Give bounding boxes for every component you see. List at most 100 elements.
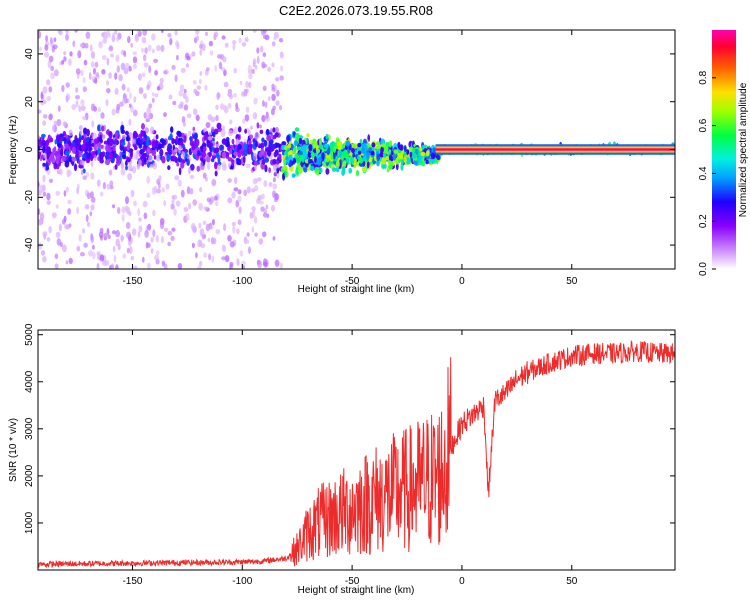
- spectrogram-cell: [229, 119, 233, 125]
- spectrogram-cell: [180, 189, 185, 198]
- spectrogram-cell: [135, 153, 139, 161]
- spectrogram-cell: [178, 167, 182, 176]
- spectrogram-cell: [55, 190, 60, 196]
- spectrogram-cell: [292, 158, 297, 164]
- spectrogram-cell: [99, 152, 104, 160]
- spectrogram-cell: [214, 147, 219, 153]
- spectrogram-cell: [130, 132, 133, 138]
- spectrogram-xtick-label: 0: [459, 276, 465, 287]
- spectrogram-cell: [150, 236, 154, 243]
- spectrogram-cell: [171, 64, 176, 71]
- spectrogram-cell: [200, 243, 206, 249]
- spectrogram-cell: [191, 242, 195, 249]
- spectrogram-cell: [262, 261, 268, 267]
- spectrogram-cell: [286, 159, 290, 165]
- spectrogram-cell: [237, 219, 242, 226]
- spectrogram-cell: [146, 84, 150, 91]
- spectrogram-cell: [123, 50, 127, 57]
- spectrogram-cell: [114, 131, 119, 139]
- spectrogram-cell: [38, 218, 43, 226]
- spectrogram-cell: [276, 163, 280, 169]
- spectrogram-cell: [264, 164, 268, 173]
- spectrogram-cell: [86, 128, 90, 137]
- spectrogram-cell: [220, 103, 225, 111]
- spectrogram-cell: [80, 105, 86, 111]
- spectrogram-cell: [326, 148, 331, 155]
- spectrogram-cell: [163, 70, 168, 75]
- spectrogram-cell: [206, 156, 211, 163]
- spectrogram-cell: [276, 89, 280, 97]
- spectrogram-cell: [136, 163, 141, 170]
- spectrogram-cell: [55, 204, 59, 209]
- spectrogram-cell: [41, 133, 46, 138]
- spectrogram-cell: [119, 101, 124, 107]
- spectrogram-cell: [270, 108, 275, 116]
- spectrogram-cell: [166, 147, 172, 152]
- spectrogram-cell: [140, 129, 144, 138]
- spectrogram-cell: [279, 75, 284, 81]
- spectrogram-cell: [342, 160, 347, 168]
- spectrogram-cell: [178, 90, 183, 97]
- spectrogram-cell: [90, 196, 96, 203]
- spectrogram-cell: [38, 30, 42, 39]
- spectrogram-cell: [221, 138, 227, 145]
- spectrogram-cell: [274, 132, 279, 138]
- spectrogram-cell: [167, 135, 172, 141]
- spectrogram-cell: [259, 45, 264, 53]
- spectrogram-cell: [132, 265, 138, 269]
- spectrogram-cell: [186, 56, 191, 61]
- spectrogram-cell: [98, 41, 103, 49]
- spectrogram-cell: [271, 62, 275, 68]
- spectrogram-cell: [263, 34, 267, 40]
- spectrogram-cell: [202, 172, 207, 179]
- snr-ytick-label: 5000: [24, 323, 35, 346]
- spectrogram-cell: [193, 132, 198, 140]
- spectrogram-cell: [85, 31, 91, 40]
- spectrogram-cell: [368, 157, 373, 163]
- spectrogram-cell: [129, 151, 133, 158]
- spectrogram-cell: [370, 150, 375, 156]
- spectrogram-cell: [138, 217, 142, 222]
- spectrogram-ticks: -150 -100 -50 0 50 -40 -20 0 20 40: [24, 30, 675, 287]
- spectrogram-cell: [357, 150, 362, 155]
- spectrogram-xtick-label: 50: [566, 276, 578, 287]
- spectrogram-cell: [278, 38, 284, 43]
- spectrogram-cell: [46, 152, 50, 160]
- spectrogram-cell: [71, 146, 76, 154]
- spectrogram-cell: [96, 251, 101, 256]
- spectrogram-cell: [54, 253, 59, 260]
- spectrogram-cell: [232, 40, 237, 45]
- spectrogram-cell: [41, 184, 46, 192]
- spectrogram-cell: [310, 151, 315, 158]
- spectrogram-cell: [58, 223, 63, 232]
- spectrogram-cell: [268, 167, 271, 173]
- spectrogram-cell: [76, 245, 81, 252]
- spectrogram-cell: [132, 51, 137, 56]
- spectrogram-cell: [272, 236, 276, 241]
- spectrogram-cell: [216, 122, 222, 130]
- spectrogram-cell: [156, 188, 162, 194]
- spectrogram-cell: [261, 61, 266, 69]
- colorbar: 0.0 0.2 0.4 0.6 0.8 Normalized spectral ampl…: [698, 30, 749, 276]
- spectrogram-cell: [83, 59, 88, 66]
- spectrogram-cell: [276, 160, 280, 165]
- spectrogram-cell: [210, 116, 216, 123]
- spectrogram-cell: [211, 178, 217, 187]
- spectrogram-cell: [427, 158, 433, 165]
- spectrogram-cell: [405, 149, 410, 156]
- spectrogram-cell: [146, 114, 150, 120]
- spectrogram-cell: [97, 107, 101, 113]
- spectrogram-cell: [170, 235, 175, 241]
- spectrogram-cell: [351, 147, 355, 154]
- spectrogram-cell: [388, 154, 393, 161]
- spectrogram-cell: [120, 62, 126, 71]
- spectrogram-cell: [76, 206, 79, 215]
- spectrogram-cell: [132, 130, 138, 139]
- spectrogram-cell: [158, 175, 162, 182]
- spectrogram-cell: [108, 72, 112, 79]
- spectrogram-cell: [421, 159, 426, 167]
- spectrogram-cell: [42, 86, 48, 94]
- spectrogram-cell: [171, 137, 175, 145]
- spectrogram-cell: [248, 246, 251, 254]
- spectrogram-cell: [214, 170, 218, 177]
